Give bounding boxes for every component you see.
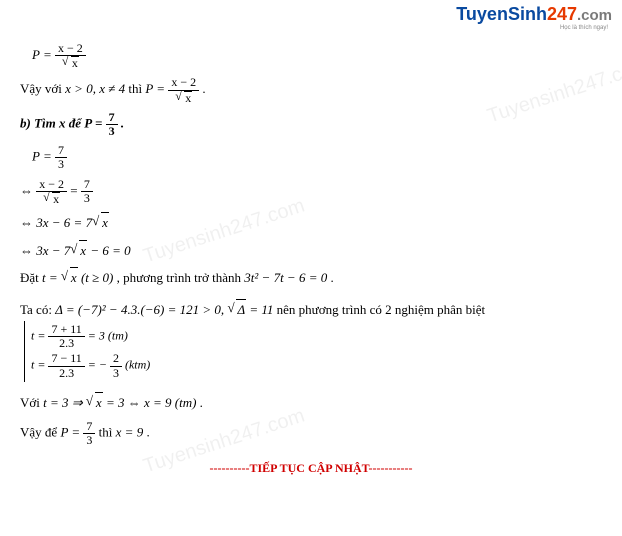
text: . [200, 395, 203, 410]
denominator: 3 [55, 158, 67, 171]
text: . [121, 115, 124, 130]
numerator: x − 2 [55, 42, 86, 56]
solution-row: t = 7 + 112.3 = 3 (tm) [31, 323, 150, 350]
eq-lhs: P = [32, 149, 52, 164]
fraction: x − 2 x [55, 42, 86, 70]
expr: x = 9 [116, 424, 144, 439]
expr: = 3 ⇔ x = 9 (tm) [106, 395, 196, 410]
iff-symbol: ⇔ [20, 243, 33, 258]
text: Vậy với [20, 82, 65, 97]
fraction: x − 2 x [36, 178, 67, 206]
substitution: Đặt t = x (t ≥ 0) , phương trình trở thà… [20, 267, 602, 289]
text: , phương trình trở thành [117, 270, 245, 285]
final-answer: Vậy để P = 7 3 thì x = 9 . [20, 420, 602, 447]
text: Vậy để [20, 424, 60, 439]
denominator: x [168, 91, 199, 105]
eq-lhs: P = [84, 115, 102, 130]
text: nên phương trình có 2 nghiệm phân biệt [277, 302, 486, 317]
part-b-heading: b) Tìm x để P = 7 3 . [20, 111, 602, 138]
fraction: x − 2 x [168, 76, 199, 104]
content-body: P = x − 2 x Vậy với x > 0, x ≠ 4 thì P =… [20, 8, 602, 476]
text: . [202, 82, 205, 97]
eq-lhs: P = [32, 47, 52, 62]
text: thì [128, 82, 145, 97]
equation-p-def: P = x − 2 x [20, 42, 602, 70]
expr: 3t² − 7t − 6 = 0 [244, 270, 327, 285]
logo-part: .com [577, 7, 612, 24]
fraction: 7 3 [106, 111, 118, 138]
step-1: P = 7 3 [20, 144, 602, 171]
condition: (t ≥ 0) [81, 270, 113, 285]
text: Ta có: [20, 302, 55, 317]
logo-part: Sinh [508, 4, 547, 24]
step-2: ⇔ x − 2 x = 7 3 [20, 178, 602, 206]
text: Đặt [20, 270, 42, 285]
discriminant-line: Ta có: Δ = (−7)² − 4.3.(−6) = 121 > 0, Δ… [20, 299, 602, 382]
expr: t = 3 ⇒ [43, 395, 86, 410]
text-conclusion-1: Vậy với x > 0, x ≠ 4 thì P = x − 2 x . [20, 76, 602, 104]
denominator: x [36, 192, 67, 206]
logo-part: 247 [547, 4, 577, 24]
expr: − 6 = 0 [87, 243, 131, 258]
step-4: ⇔ 3x − 7x − 6 = 0 [20, 240, 602, 262]
numerator: 7 [106, 111, 118, 125]
expr: 3x − 6 = 7 [36, 215, 92, 230]
text: thì [99, 424, 116, 439]
text: . [146, 424, 149, 439]
condition: x > 0, x ≠ 4 [65, 82, 125, 97]
eq-lhs: P = [60, 424, 80, 439]
iff-symbol: ⇔ [20, 183, 33, 198]
expr: 3x − 7 [36, 243, 70, 258]
numerator: x − 2 [168, 76, 199, 90]
logo-tagline: Học là thích ngay! [560, 25, 608, 31]
numerator: x − 2 [36, 178, 67, 192]
numerator: 7 [55, 144, 67, 158]
expr: = 11 [249, 302, 273, 317]
numerator: 7 [81, 178, 93, 192]
denominator: 3 [106, 125, 118, 138]
text: . [330, 270, 333, 285]
eq-lhs: P = [145, 82, 165, 97]
step-3: ⇔ 3x − 6 = 7x [20, 212, 602, 234]
back-substitution: Với t = 3 ⇒ x = 3 ⇔ x = 9 (tm) . [20, 392, 602, 414]
fraction: 7 3 [81, 178, 93, 205]
fraction: 7 3 [83, 420, 95, 447]
fraction: 7 3 [55, 144, 67, 171]
expr: Δ = (−7)² − 4.3.(−6) = 121 > 0, [55, 302, 227, 317]
label: b) Tìm x để [20, 115, 84, 130]
solution-row: t = 7 − 112.3 = − 23 (ktm) [31, 352, 150, 379]
denominator: x [55, 56, 86, 70]
page-container: TuyenSinh247.com Học là thích ngay! Tuye… [0, 0, 622, 536]
iff-symbol: ⇔ [20, 215, 33, 230]
expr: t = [42, 270, 58, 285]
text: Với [20, 395, 43, 410]
eq-symbol: = [70, 183, 77, 198]
logo-part: Tuyen [456, 4, 508, 24]
denominator: 3 [81, 192, 93, 205]
site-logo: TuyenSinh247.com [456, 4, 612, 25]
solutions-bracket: t = 7 + 112.3 = 3 (tm) t = 7 − 112.3 = −… [24, 321, 150, 382]
update-divider: ----------TIẾP TỤC CẬP NHẬT----------- [20, 461, 602, 476]
